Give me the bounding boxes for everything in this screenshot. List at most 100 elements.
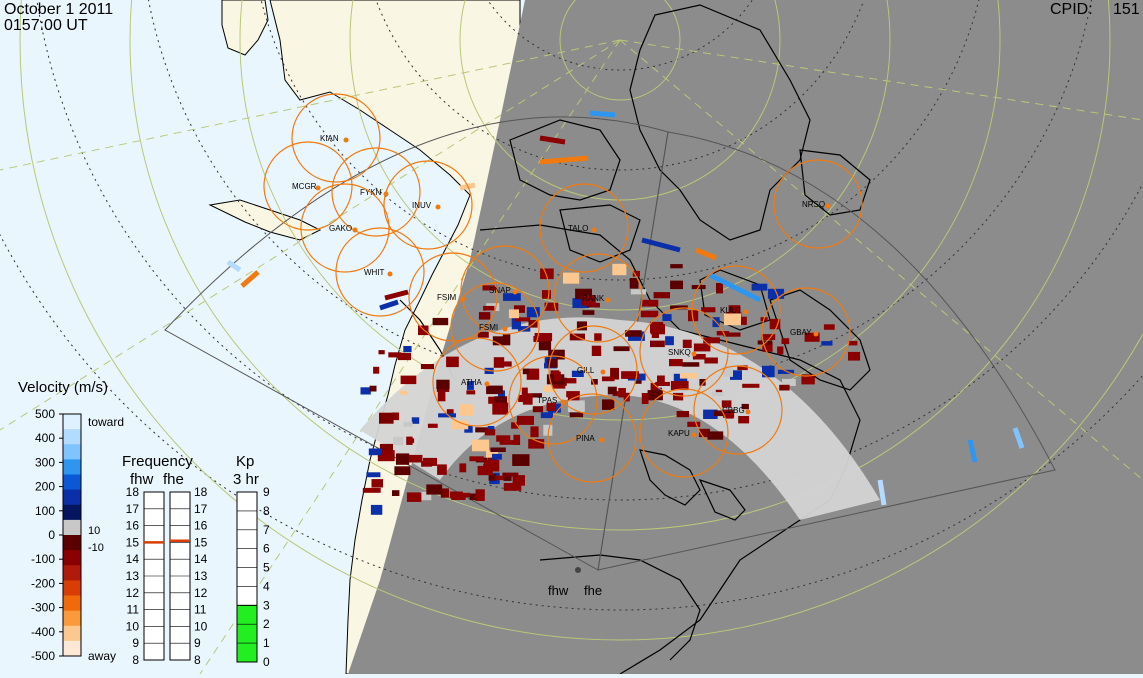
station-ring — [553, 253, 643, 343]
coastlines — [399, 4, 871, 675]
station-kuuj: KUUJ — [691, 265, 781, 355]
velocity-cell — [543, 385, 557, 392]
velocity-cell — [670, 264, 683, 269]
frequency-tick-right: 14 — [194, 552, 208, 566]
station-ring — [639, 307, 729, 397]
radar-site — [575, 567, 581, 573]
frequency-tick-left: 13 — [126, 569, 140, 583]
velocity-color-swatch — [63, 550, 81, 566]
station-ring — [639, 388, 729, 478]
velocity-color-swatch — [63, 610, 81, 627]
velocity-cell — [602, 376, 615, 382]
station-marker — [825, 203, 831, 209]
velocity-cell — [741, 403, 749, 410]
velocity-tick-label: 400 — [35, 431, 55, 445]
velocity-cell — [526, 307, 540, 318]
frequency-tick-left: 11 — [127, 603, 140, 617]
velocity-cell — [513, 434, 521, 445]
velocity-cell — [761, 334, 776, 340]
station-ring — [548, 325, 638, 415]
velocity-cell — [475, 489, 485, 501]
velocity-color-swatch — [63, 519, 81, 536]
frequency-tick-right: 11 — [194, 603, 207, 617]
velocity-cell — [469, 456, 484, 462]
velocity-cell — [451, 420, 469, 430]
velocity-cell — [821, 341, 833, 346]
kp-tick-label: 6 — [263, 542, 270, 556]
velocity-cell — [777, 369, 795, 374]
velocity-cell — [687, 421, 701, 427]
velocity-color-swatch — [63, 504, 81, 521]
velocity-cell — [641, 299, 659, 307]
toward-label: toward — [88, 415, 124, 429]
station-label: CBBG — [722, 406, 745, 415]
station-marker — [343, 137, 349, 143]
velocity-cell — [475, 427, 491, 433]
velocity-cell — [459, 463, 467, 473]
velocity-title: Velocity (m/s) — [18, 379, 108, 396]
velocity-cell — [650, 340, 665, 348]
frequency-tick-right: 9 — [194, 636, 201, 650]
kp-tick-label: 8 — [263, 504, 270, 518]
velocity-cell — [848, 351, 861, 361]
station-marker — [691, 432, 697, 438]
velocity-cell — [701, 307, 716, 313]
velocity-cell — [804, 332, 820, 342]
velocity-cell — [499, 440, 518, 445]
station-ring — [300, 183, 390, 273]
velocity-cell — [610, 367, 619, 380]
velocity-cell — [420, 364, 434, 370]
kp-tick-label: 2 — [263, 617, 270, 631]
velocity-cell — [492, 334, 511, 346]
station-label: KUUJ — [720, 306, 741, 315]
velocity-cell — [848, 340, 858, 346]
radar-label-fhe: fhe — [584, 583, 603, 598]
station-atha: ATHA — [432, 337, 522, 427]
velocity-cell — [682, 339, 692, 348]
velocity-cell — [670, 305, 688, 310]
velocity-cell — [572, 298, 590, 308]
alaska-peninsula — [208, 199, 322, 241]
velocity-cell — [738, 416, 750, 424]
velocity-cell — [377, 450, 395, 462]
velocity-cell — [703, 337, 720, 344]
velocity-cell — [486, 385, 503, 395]
station-whit: WHIT — [335, 227, 425, 317]
velocity-cell — [371, 479, 383, 488]
velocity-cell — [459, 404, 474, 416]
velocity-cell — [517, 415, 534, 425]
station-label: FSIM — [437, 293, 456, 302]
velocity-cell — [548, 349, 565, 360]
velocity-cell — [471, 439, 490, 452]
velocity-vector — [877, 479, 887, 506]
magnetic-latitude-circles — [19, 0, 1143, 641]
station-talo: TALO — [539, 183, 629, 273]
velocity-cell — [594, 333, 602, 341]
kp-title: Kp — [236, 453, 254, 470]
velocity-cell — [699, 428, 710, 438]
velocity-cell — [456, 492, 471, 498]
velocity-cell — [762, 341, 773, 352]
kp-tick-label: 9 — [263, 485, 270, 499]
station-label: SNKQ — [668, 348, 691, 357]
date-label: October 1 2011 — [4, 1, 114, 18]
velocity-tick-label: -400 — [31, 625, 55, 639]
station-ring — [539, 183, 629, 273]
velocity-cell — [629, 278, 639, 289]
station-snap: SNAP — [460, 245, 550, 335]
velocity-cell — [670, 280, 683, 290]
station-ring — [335, 227, 425, 317]
station-label: SNAP — [489, 286, 511, 295]
velocity-cell — [534, 333, 553, 342]
velocity-tick-label: -200 — [31, 576, 55, 590]
velocity-cell — [369, 385, 377, 392]
velocity-tick-label: 200 — [35, 480, 55, 494]
velocity-cell — [482, 285, 497, 291]
velocity-color-swatch — [63, 640, 81, 657]
velocity-cell — [688, 310, 699, 322]
station-label: TPAS — [537, 396, 557, 405]
velocity-color-swatch — [63, 565, 81, 581]
station-gbay: GBAY — [761, 287, 851, 377]
velocity-cell — [591, 345, 602, 356]
